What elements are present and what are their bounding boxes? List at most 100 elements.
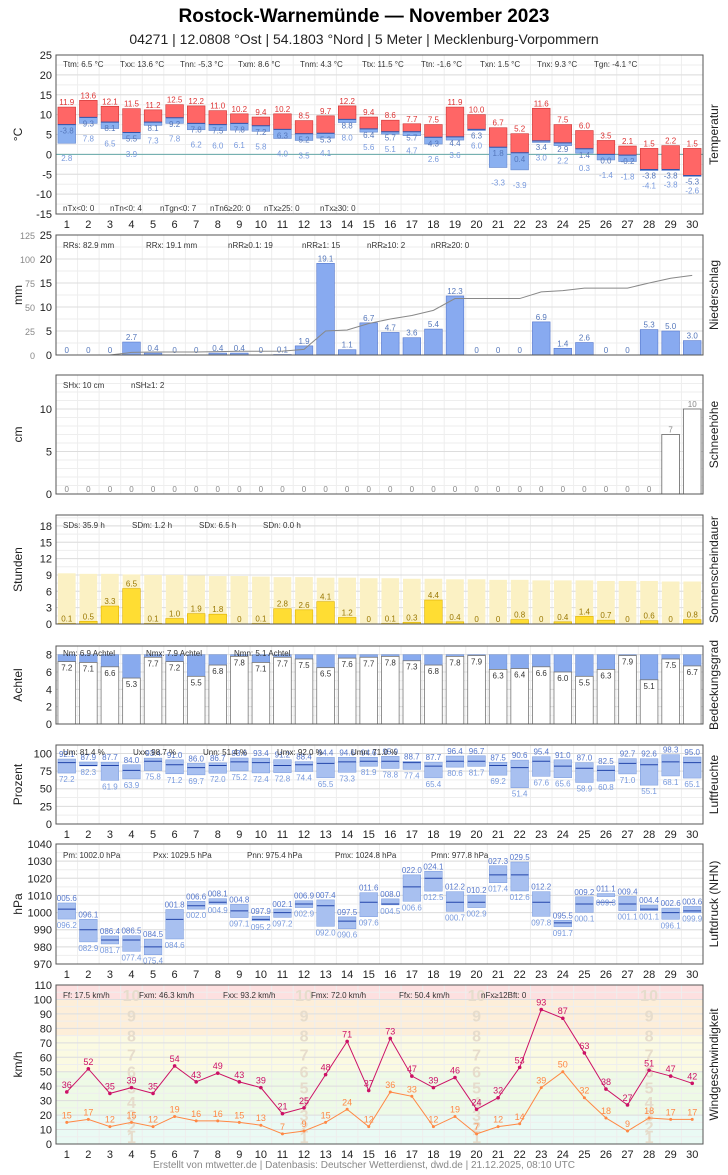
sun-possible-bar <box>57 573 76 624</box>
wind-mean-point <box>582 1096 586 1100</box>
wind-xtick-label: 19 <box>449 1149 461 1161</box>
pressure-ytick-label: 1020 <box>28 873 52 885</box>
humidity-max-label: 86.7 <box>210 754 226 763</box>
wind-mean-point <box>475 1132 479 1136</box>
pressure-ytick-label: 990 <box>34 925 52 937</box>
humidity-range-bar <box>424 761 443 779</box>
tmax-bar <box>165 104 184 119</box>
sun-possible-bar <box>187 575 206 624</box>
wind-gust-point <box>561 1016 565 1021</box>
cloud-label: 5.5 <box>579 678 591 687</box>
tmin-label: 3.5 <box>298 151 310 160</box>
precip-cum-tick: 75 <box>25 279 35 289</box>
pressure-xtick-label: 22 <box>514 969 526 981</box>
tmean-label: 7.2 <box>255 128 267 137</box>
tmin-label: 8.0 <box>342 134 354 143</box>
humidity-max-label: 92.7 <box>620 750 636 759</box>
cloud-label: 7.8 <box>449 658 461 667</box>
sun-possible-bar <box>575 580 594 624</box>
sun-possible-bar <box>467 579 486 624</box>
precip-label: 0 <box>474 346 479 355</box>
wind-gust-label: 39 <box>126 1076 136 1086</box>
precip-label: 0 <box>625 346 630 355</box>
temperature-xtick-label: 11 <box>277 219 288 231</box>
pressure-min-label: 082.9 <box>78 944 99 953</box>
pressure-min-label: 001.1 <box>639 913 660 922</box>
humidity-min-label: 51.4 <box>512 790 528 799</box>
tmax-bar <box>316 115 335 134</box>
tmean-label: 0.4 <box>514 155 526 164</box>
wind-gust-label: 47 <box>666 1064 676 1074</box>
wind-gust-label: 32 <box>493 1086 503 1096</box>
pressure-max-label: 009.4 <box>618 887 639 896</box>
cloud-label: 7.5 <box>298 661 310 670</box>
tmean-label: -5.3 <box>685 177 699 186</box>
pressure-min-label: 077.4 <box>121 953 142 962</box>
humidity-xtick-label: 6 <box>172 829 178 841</box>
tmin-label: 0.3 <box>579 164 591 173</box>
wind-mean-point <box>194 1119 198 1123</box>
cloud-stat: Nm: 6.9 Achtel <box>63 649 115 658</box>
tmax-bar <box>575 130 594 150</box>
humidity-range-bar <box>122 764 141 780</box>
wind-mean-point <box>237 1120 241 1124</box>
precipitation-ytick-label: 20 <box>40 254 52 266</box>
sun-bar <box>187 613 206 625</box>
humidity-range-bar <box>187 763 206 776</box>
pressure-range-bar <box>510 861 529 892</box>
wind-stat: Ff: 17.5 km/h <box>63 991 110 1000</box>
tmean-label: 5.7 <box>385 134 397 143</box>
tmean-label: 7.5 <box>212 127 224 136</box>
tmax-label: 6.0 <box>579 122 591 131</box>
wind-xtick-label: 11 <box>277 1149 288 1161</box>
temperature-stat: Tgn: -4.1 °C <box>594 60 637 69</box>
sunshine-ytick-label: 0 <box>46 619 52 631</box>
sun-possible-bar <box>489 579 507 624</box>
snow-label: 0 <box>323 485 328 494</box>
wind-gust-point <box>237 1080 242 1084</box>
beaufort-watermark: 6 <box>127 1065 136 1082</box>
wind-ytick-label: 30 <box>40 1096 52 1108</box>
sunshine-ytick-label: 3 <box>46 603 52 615</box>
humidity-ytick-label: 100 <box>34 748 52 760</box>
humidity-min-label: 65.4 <box>426 780 442 789</box>
snow-label: 0 <box>474 485 479 494</box>
humidity-ytick-label: 0 <box>46 819 52 831</box>
tmax-bar <box>402 123 421 133</box>
precip-cumulative-line <box>66 274 693 356</box>
tmax-label: 7.5 <box>428 116 440 125</box>
snow-label: 0 <box>388 485 393 494</box>
sunshine-ytick-label: 15 <box>40 537 52 549</box>
wind-gust-point <box>345 1039 349 1044</box>
pressure-xtick-label: 23 <box>535 969 547 981</box>
sun-possible-bar <box>359 578 378 624</box>
wind-gust-label: 43 <box>191 1070 201 1080</box>
precipitation-ytick-label: 10 <box>40 302 52 314</box>
pressure-range-bar <box>316 899 335 927</box>
tmax-bar <box>294 120 314 135</box>
pressure-xtick-label: 4 <box>128 969 134 981</box>
wind-xtick-label: 4 <box>128 1149 134 1161</box>
pressure-xtick-label: 14 <box>341 969 353 981</box>
wind-xtick-label: 21 <box>492 1149 504 1161</box>
humidity-max-label: 94.6 <box>361 748 377 757</box>
beaufort-watermark: 5 <box>300 1081 309 1098</box>
pressure-max-label: 095.5 <box>553 911 574 920</box>
humidity-min-label: 71.0 <box>620 776 636 785</box>
sun-possible-bar <box>79 573 98 624</box>
pressure-max-label: 004.8 <box>229 895 250 904</box>
beaufort-watermark: 2 <box>472 1120 481 1137</box>
precip-cum-tick: 25 <box>25 327 35 337</box>
cloud-label: 7.9 <box>622 658 634 667</box>
pressure-max-label: 096.1 <box>78 910 99 919</box>
tmean-label: 5.5 <box>126 135 138 144</box>
precip-label: 2.6 <box>579 334 591 343</box>
humidity-min-label: 75.2 <box>232 773 248 782</box>
temperature-xtick-label: 14 <box>341 219 353 231</box>
wind-gust-label: 87 <box>558 1006 568 1016</box>
wind-gust-line <box>66 1008 693 1115</box>
wind-gust-label: 35 <box>148 1081 158 1091</box>
sun-label: 0.1 <box>255 614 267 623</box>
temperature-stat: Txm: 8.6 °C <box>238 60 281 69</box>
sun-label: 1.0 <box>169 610 181 619</box>
